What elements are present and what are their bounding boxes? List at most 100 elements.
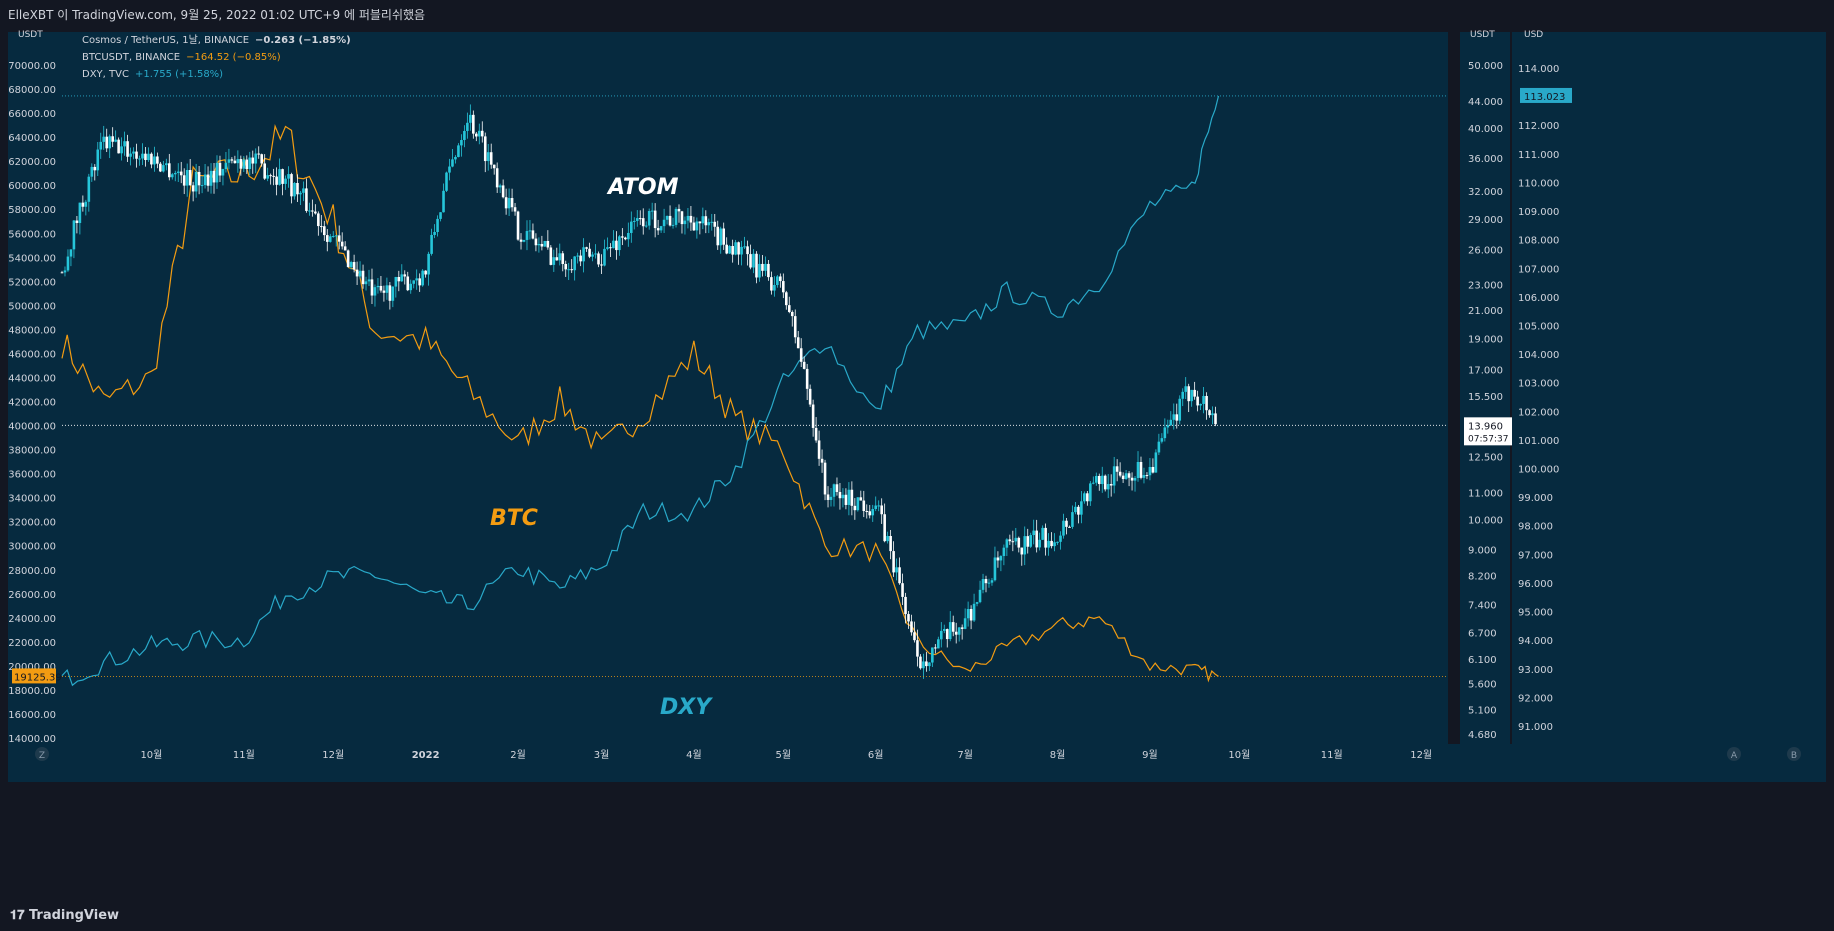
atom-candle-body bbox=[567, 269, 571, 271]
atom-candle-body bbox=[609, 247, 612, 249]
atom-candle bbox=[913, 621, 916, 643]
atom-candle-body bbox=[525, 231, 529, 240]
atom-candle bbox=[546, 230, 550, 250]
atom-candle-body bbox=[433, 231, 436, 235]
atom-candle-body bbox=[632, 220, 636, 222]
atom-candle-body bbox=[141, 153, 144, 159]
time-tick-label: 9월 bbox=[1142, 749, 1158, 761]
atom-candle bbox=[144, 146, 147, 167]
atom-candle-body bbox=[331, 235, 335, 237]
atom-candle-body bbox=[689, 215, 693, 223]
atom-candle bbox=[96, 141, 100, 177]
atom-tick-label: 7.400 bbox=[1468, 601, 1497, 612]
dxy-tick-label: 106.000 bbox=[1518, 293, 1559, 304]
atom-candle bbox=[331, 231, 335, 238]
atom-candle-body bbox=[1199, 403, 1202, 406]
atom-candle bbox=[934, 644, 937, 654]
atom-candle-body bbox=[457, 145, 460, 157]
atom-candle-body bbox=[877, 505, 880, 507]
atom-candle-body bbox=[725, 244, 728, 254]
atom-candle bbox=[293, 182, 296, 200]
atom-candle bbox=[856, 497, 860, 512]
atom-candle-body bbox=[364, 281, 368, 285]
atom-candle bbox=[203, 163, 207, 189]
atom-candle bbox=[159, 161, 162, 173]
atom-tick-label: 8.200 bbox=[1468, 572, 1497, 583]
atom-candle-body bbox=[591, 254, 594, 257]
atom-candle-body bbox=[376, 285, 380, 288]
atom-candle bbox=[460, 134, 463, 157]
atom-candle-body bbox=[928, 662, 931, 667]
atom-candle bbox=[609, 243, 612, 257]
atom-candle-body bbox=[1026, 536, 1030, 547]
atom-candle bbox=[606, 237, 609, 251]
atom-candle-body bbox=[138, 158, 141, 160]
atom-candle bbox=[641, 208, 645, 235]
atom-candle bbox=[1214, 406, 1217, 427]
atom-candle-body bbox=[317, 213, 320, 227]
atom-candle-body bbox=[1184, 386, 1188, 392]
atom-candle-body bbox=[850, 489, 854, 506]
atom-candle bbox=[308, 202, 311, 216]
atom-candle bbox=[197, 166, 201, 195]
atom-candle-body bbox=[847, 489, 851, 505]
atom-candle-body bbox=[1115, 466, 1119, 472]
atom-candle-body bbox=[75, 220, 79, 223]
atom-candle bbox=[999, 555, 1003, 572]
atom-candle-body bbox=[90, 166, 94, 177]
atom-candle-body bbox=[603, 248, 606, 266]
atom-candle bbox=[907, 611, 910, 629]
atom-candle-body bbox=[868, 511, 872, 516]
atom-candle-body bbox=[394, 276, 398, 287]
atom-candle bbox=[194, 163, 198, 198]
atom-candle bbox=[752, 249, 755, 274]
atom-candle bbox=[170, 172, 174, 180]
price-chart[interactable]: 14000.00 16000.00 18000.00 20000.00 22000.00… bbox=[0, 27, 1834, 900]
atom-candle bbox=[537, 237, 541, 253]
atom-candle bbox=[1178, 395, 1182, 425]
time-tick-label: 4월 bbox=[686, 749, 702, 761]
scale-left-button[interactable] bbox=[35, 747, 49, 761]
tradingview-logo[interactable]: 𝟏𝟕 TradingView bbox=[10, 908, 119, 923]
atom-candle-body bbox=[546, 241, 550, 248]
atom-candle-body bbox=[299, 192, 302, 195]
auto-scale-button[interactable] bbox=[1727, 747, 1741, 761]
dxy-tick-label: 112.000 bbox=[1518, 121, 1559, 132]
atom-candle-body bbox=[1035, 530, 1038, 548]
atom-candle bbox=[770, 271, 773, 295]
atom-candle-body bbox=[710, 221, 714, 223]
atom-candle-body bbox=[84, 201, 88, 207]
atom-candle-body bbox=[290, 174, 293, 197]
atom-candle-body bbox=[635, 218, 639, 221]
atom-candle bbox=[570, 259, 573, 273]
log-scale-button[interactable] bbox=[1787, 747, 1801, 761]
atom-candle bbox=[528, 219, 532, 240]
atom-candle-body bbox=[1163, 427, 1167, 439]
atom-candle bbox=[343, 241, 347, 251]
atom-candle-body bbox=[1151, 466, 1155, 473]
atom-candle-body bbox=[227, 159, 231, 163]
atom-tick-label: 4.680 bbox=[1468, 730, 1497, 741]
atom-candle-body bbox=[776, 276, 779, 286]
atom-candle bbox=[844, 488, 848, 510]
atom-candle bbox=[165, 158, 168, 171]
atom-candle-body bbox=[96, 149, 100, 171]
atom-candle-body bbox=[153, 156, 156, 165]
atom-candle-body bbox=[1103, 475, 1107, 490]
dxy-tick-label: 101.000 bbox=[1518, 436, 1559, 447]
atom-candle-body bbox=[966, 609, 970, 619]
atom-candle-body bbox=[451, 159, 454, 167]
atom-candle-body bbox=[793, 316, 797, 338]
left-tick-label: 24000.00 bbox=[8, 614, 56, 625]
atom-candle-body bbox=[957, 627, 961, 635]
left-axis-unit: USDT bbox=[18, 30, 43, 40]
atom-candle-body bbox=[975, 602, 979, 604]
atom-candle bbox=[78, 202, 82, 235]
left-tick-label: 54000.00 bbox=[8, 253, 56, 264]
atom-candle-body bbox=[1166, 425, 1170, 428]
atom-candle bbox=[108, 134, 111, 159]
atom-candle-body bbox=[656, 228, 660, 231]
atom-candle-body bbox=[594, 253, 597, 255]
atom-candle bbox=[75, 216, 79, 234]
atom-candle-body bbox=[436, 218, 439, 232]
